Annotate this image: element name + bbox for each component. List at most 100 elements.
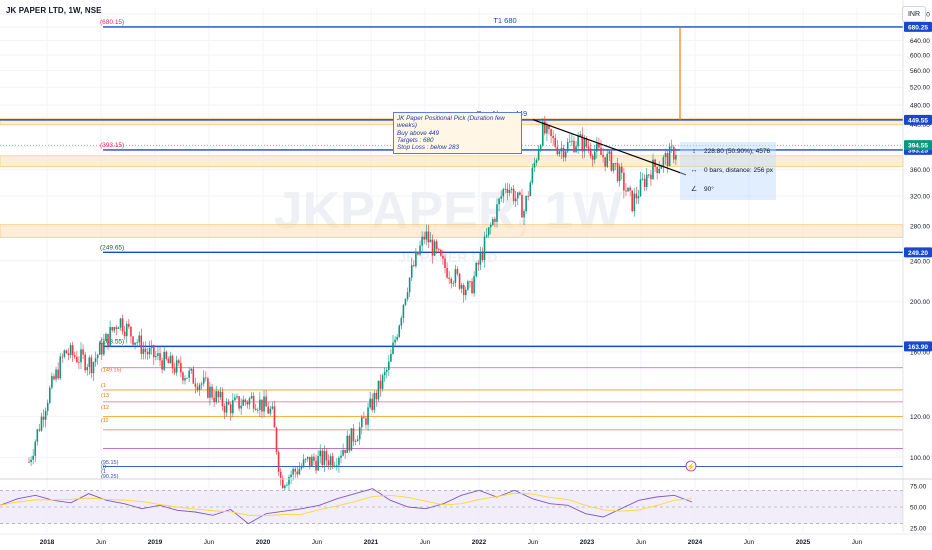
note-line: Stop Loss : below 283 bbox=[397, 144, 459, 152]
candle-body bbox=[40, 416, 43, 431]
candle-body bbox=[560, 147, 563, 152]
candle-body bbox=[161, 360, 163, 370]
level-left-label: (1 bbox=[101, 469, 106, 475]
currency-button[interactable]: INR bbox=[902, 6, 926, 22]
note-line: weeks) bbox=[397, 122, 417, 130]
candle-body bbox=[639, 179, 642, 197]
candle-body bbox=[71, 345, 74, 356]
candle-body bbox=[673, 147, 675, 160]
grid bbox=[0, 8, 903, 532]
candle-body bbox=[188, 370, 190, 378]
candle-body bbox=[506, 188, 509, 194]
candle-body bbox=[55, 369, 57, 380]
price-tick-label: 320.00 bbox=[910, 194, 930, 201]
candle-body bbox=[485, 235, 488, 237]
candle-body bbox=[336, 465, 338, 467]
measure-row: ∠ 90° bbox=[690, 185, 714, 194]
measure-box[interactable]: ↕ 228.80 (50.90%), 4576 ↔ 0 bars, distan… bbox=[680, 142, 776, 200]
candle-body bbox=[377, 380, 380, 400]
candle-body bbox=[309, 456, 311, 466]
candle-body bbox=[361, 417, 363, 428]
candle-body bbox=[413, 265, 415, 267]
candle-body bbox=[593, 151, 596, 160]
candle-body bbox=[548, 125, 550, 130]
candle-body bbox=[250, 395, 253, 399]
candle-body bbox=[294, 468, 297, 472]
candle-body bbox=[606, 153, 609, 167]
height-icon: ↕ bbox=[692, 148, 696, 155]
candle-body bbox=[356, 439, 359, 442]
time-tick-label: 2019 bbox=[148, 539, 163, 546]
candle-body bbox=[442, 255, 444, 259]
candle-body bbox=[375, 392, 378, 400]
time-tick-label: 2023 bbox=[580, 539, 595, 546]
candle-body bbox=[562, 147, 565, 158]
candle-body bbox=[146, 351, 149, 355]
candle-body bbox=[465, 289, 467, 296]
candle-body bbox=[523, 211, 525, 218]
candle-body bbox=[73, 355, 76, 357]
candle-body bbox=[458, 273, 461, 289]
candle-body bbox=[78, 362, 80, 364]
candle-body bbox=[566, 142, 569, 152]
candle-body bbox=[38, 429, 41, 431]
rsi-pane: 75.00 50.00 25.00 bbox=[0, 478, 932, 532]
candle-body bbox=[614, 163, 617, 164]
candle-body bbox=[130, 326, 132, 337]
candle-body bbox=[96, 354, 99, 359]
candle-body bbox=[32, 455, 34, 460]
time-tick-label: Jun bbox=[852, 539, 863, 546]
symbol-title[interactable]: JK PAPER LTD, 1W, NSE bbox=[6, 6, 102, 15]
candle-body bbox=[296, 471, 299, 475]
candle-body bbox=[517, 192, 519, 199]
candle-body bbox=[329, 456, 332, 466]
time-tick-label: Jun bbox=[420, 539, 431, 546]
candle-body bbox=[84, 354, 86, 371]
price-tick-label: 360.00 bbox=[910, 167, 930, 174]
candle-body bbox=[350, 428, 353, 451]
price-axis: 720.00680.00640.00600.00560.00520.00480.… bbox=[0, 0, 932, 532]
candle-body bbox=[284, 485, 286, 489]
candle-body bbox=[123, 331, 126, 337]
candle-body bbox=[261, 399, 263, 412]
candle-body bbox=[575, 146, 577, 153]
candle-body bbox=[215, 391, 217, 403]
candle-body bbox=[171, 355, 174, 369]
candle-body bbox=[510, 188, 513, 190]
candle-body bbox=[279, 471, 282, 478]
candle-body bbox=[535, 159, 538, 163]
candle-body bbox=[423, 236, 425, 240]
candle-body bbox=[492, 219, 494, 225]
candle-body bbox=[392, 342, 394, 354]
candle-body bbox=[331, 456, 334, 467]
level-left-label: (149.15) bbox=[101, 367, 122, 373]
overlay: ⚡ bbox=[532, 26, 697, 472]
candle-body bbox=[554, 138, 557, 147]
candle-body bbox=[658, 168, 661, 174]
candle-body bbox=[571, 140, 573, 142]
candle-body bbox=[121, 318, 124, 332]
candle-body bbox=[527, 196, 529, 197]
candle-body bbox=[57, 369, 59, 379]
note-line: Buy above 449 bbox=[397, 129, 440, 137]
candle-body bbox=[30, 459, 32, 463]
time-tick-label: 2018 bbox=[40, 539, 55, 546]
candle-body bbox=[246, 401, 249, 405]
candle-body bbox=[398, 325, 401, 337]
candle-body bbox=[317, 456, 319, 471]
time-tick-label: 2021 bbox=[364, 539, 379, 546]
candle-body bbox=[460, 284, 463, 289]
candle-body bbox=[406, 292, 409, 299]
candle-body bbox=[319, 450, 321, 457]
trade-note[interactable]: JK Paper Positional Pick (Duration few w… bbox=[393, 112, 522, 155]
time-tick-label: 2022 bbox=[472, 539, 487, 546]
measure-bars: 0 bars, distance: 256 px bbox=[704, 167, 774, 174]
candle-body bbox=[111, 327, 113, 331]
rsi-line bbox=[0, 488, 693, 525]
candle-body bbox=[383, 371, 386, 376]
candle-body bbox=[635, 193, 638, 199]
candle-body bbox=[633, 193, 636, 212]
candle-body bbox=[616, 163, 619, 181]
candle-body bbox=[404, 298, 407, 305]
